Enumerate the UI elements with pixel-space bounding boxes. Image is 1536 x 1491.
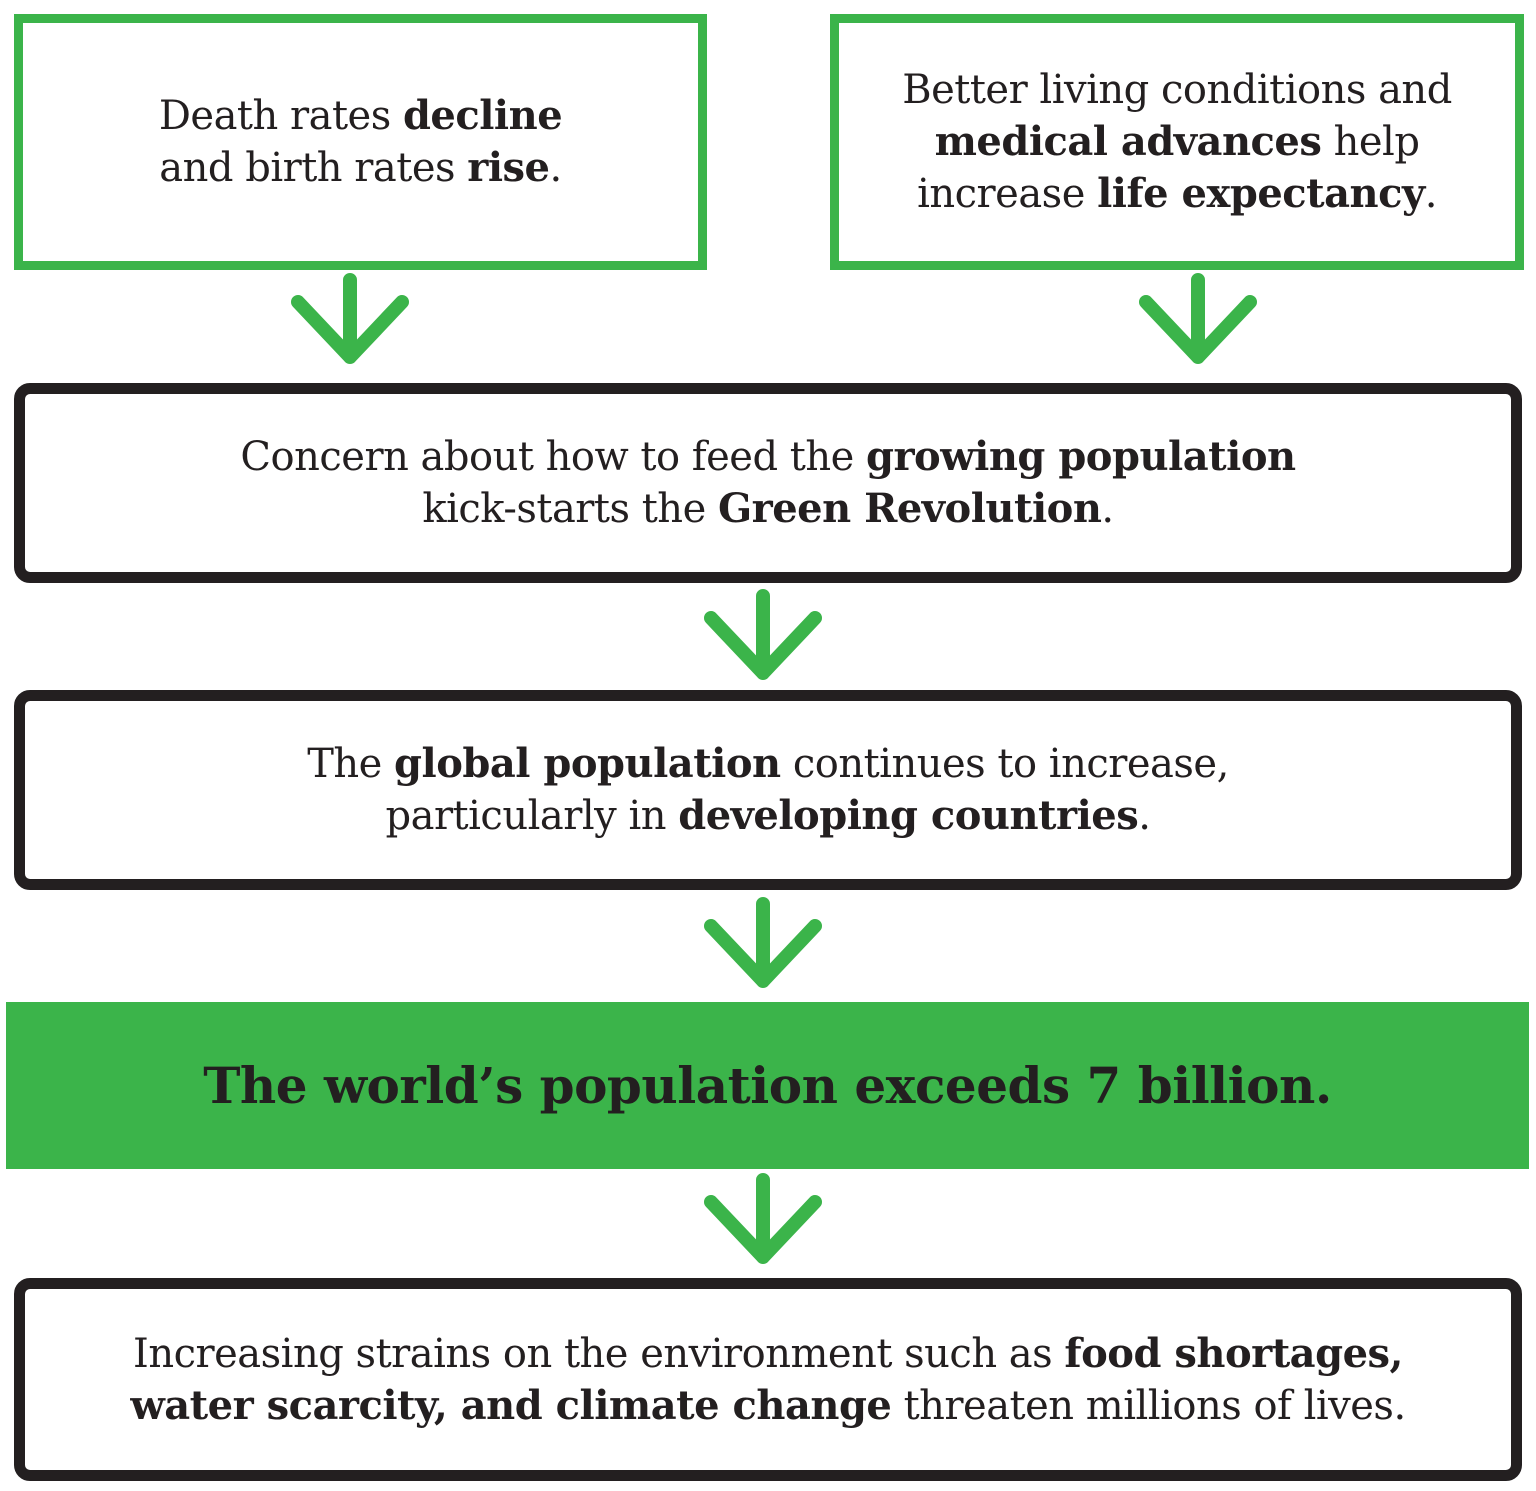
living-conditions-box: Better living conditions and medical adv…	[830, 14, 1524, 270]
green-revolution-line-2: kick-starts the Green Revolution.	[422, 485, 1114, 532]
death-rates-box: Death rates decline and birth rates rise…	[14, 14, 707, 270]
strains-box: Increasing strains on the environment su…	[14, 1278, 1522, 1481]
down-arrow-icon	[1139, 273, 1257, 364]
down-arrow-icon	[704, 1173, 822, 1264]
down-arrow-icon	[704, 897, 822, 988]
strains-line-1: Increasing strains on the environment su…	[133, 1329, 1403, 1377]
living-conditions-line-1: Better living conditions and	[902, 67, 1452, 113]
death-rates-line-2: and birth rates rise.	[159, 144, 562, 191]
living-conditions-line-3: increase life expectancy.	[917, 170, 1437, 217]
headline-text: The world’s population exceeds 7 billion…	[203, 1056, 1332, 1115]
death-rates-line-1: Death rates decline	[158, 92, 563, 139]
green-revolution-box: Concern about how to feed the growing po…	[14, 383, 1522, 583]
green-revolution-line-1: Concern about how to feed the growing po…	[240, 433, 1296, 480]
global-population-line-2: particularly in developing countries.	[385, 792, 1151, 839]
strains-line-2: water scarcity, and climate change threa…	[130, 1381, 1406, 1429]
global-population-text: The global population continues to incre…	[307, 738, 1229, 842]
global-population-line-1: The global population continues to incre…	[307, 740, 1229, 787]
green-revolution-text: Concern about how to feed the growing po…	[240, 431, 1296, 535]
death-rates-text: Death rates decline and birth rates rise…	[158, 90, 563, 194]
headline-box: The world’s population exceeds 7 billion…	[6, 1002, 1529, 1169]
living-conditions-text: Better living conditions and medical adv…	[902, 64, 1452, 220]
global-population-box: The global population continues to incre…	[14, 690, 1522, 890]
living-conditions-line-2: medical advances help	[934, 118, 1420, 165]
strains-text: Increasing strains on the environment su…	[130, 1328, 1406, 1432]
down-arrow-icon	[704, 589, 822, 680]
down-arrow-icon	[291, 273, 409, 364]
